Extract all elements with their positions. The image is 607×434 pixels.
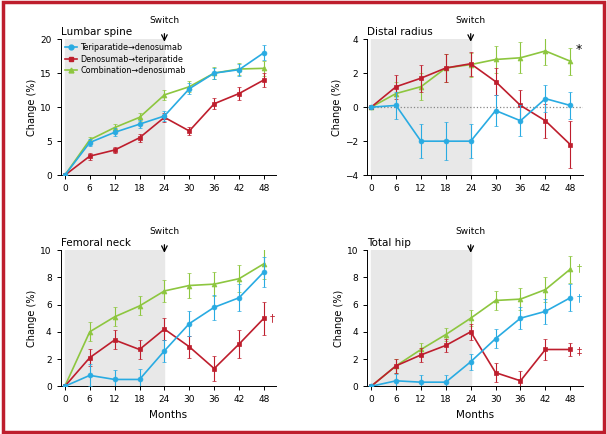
Y-axis label: Change (%): Change (%) <box>332 79 342 136</box>
Bar <box>65 250 164 386</box>
Y-axis label: Change (%): Change (%) <box>27 79 38 136</box>
Text: Femoral neck: Femoral neck <box>61 238 131 248</box>
Bar <box>371 250 470 386</box>
Y-axis label: Change (%): Change (%) <box>334 289 344 347</box>
Text: Switch: Switch <box>149 16 180 26</box>
Text: Lumbar spine: Lumbar spine <box>61 27 132 37</box>
Legend: Teriparatide→denosumab, Denosumab→teriparatide, Combination→denosumab: Teriparatide→denosumab, Denosumab→teripa… <box>65 43 186 75</box>
X-axis label: Months: Months <box>149 410 188 420</box>
Text: Total hip: Total hip <box>367 238 411 248</box>
Text: Distal radius: Distal radius <box>367 27 433 37</box>
Text: Switch: Switch <box>456 16 486 26</box>
Text: †: † <box>577 293 582 303</box>
Text: *: * <box>575 43 582 56</box>
Text: Switch: Switch <box>149 227 180 237</box>
Text: †: † <box>270 313 276 323</box>
X-axis label: Months: Months <box>456 410 494 420</box>
Text: ‡: ‡ <box>577 346 582 356</box>
Bar <box>371 39 470 175</box>
Text: †: † <box>577 263 582 273</box>
Y-axis label: Change (%): Change (%) <box>27 289 38 347</box>
Bar <box>65 39 164 175</box>
Text: Switch: Switch <box>456 227 486 237</box>
